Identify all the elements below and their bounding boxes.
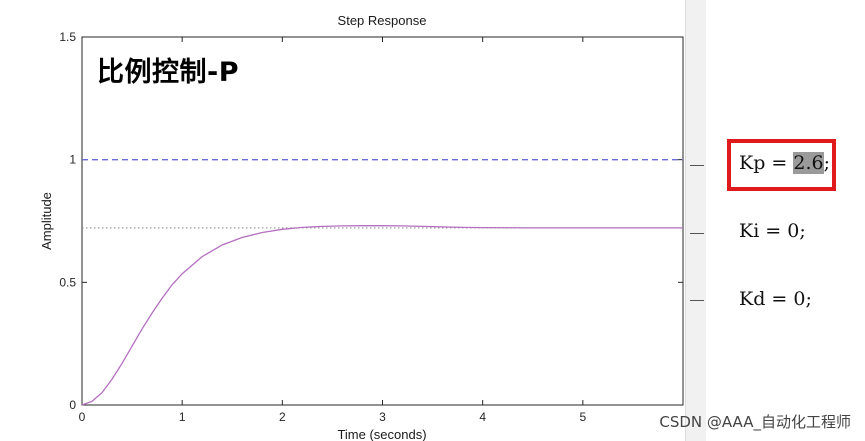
x-axis-label: Time (seconds) <box>337 427 426 441</box>
watermark: CSDN @AAA_自动化工程师 <box>659 413 851 431</box>
chart-title: Step Response <box>338 13 427 28</box>
overlay-title: 比例控制-P <box>97 57 239 88</box>
step-response-line <box>81 225 683 406</box>
kp-highlight-box <box>727 139 836 191</box>
x-tick-label: 3 <box>379 410 386 424</box>
y-tick-label: 1.5 <box>59 30 76 44</box>
y-tick-label: 0 <box>69 398 76 412</box>
step-response-plot: Step Response Time (seconds) Amplitude 0… <box>39 13 684 441</box>
plot-frame <box>81 36 684 406</box>
y-tick-label: 0.5 <box>59 275 76 289</box>
x-tick-label: 4 <box>479 410 486 424</box>
vertical-scrollbar[interactable] <box>685 0 707 441</box>
x-tick-label: 5 <box>579 410 586 424</box>
step-response-figure: Step Response Time (seconds) Amplitude 0… <box>39 13 684 441</box>
x-tick-label: 0 <box>79 410 86 424</box>
code-gutter-marker <box>690 165 704 166</box>
y-tick-label: 1 <box>69 153 76 167</box>
code-line-ki[interactable]: Ki = 0; <box>739 220 806 242</box>
kp-value-selection[interactable]: 2.6 <box>793 152 824 174</box>
code-gutter-marker <box>690 300 704 301</box>
code-line-kp[interactable]: Kp = 2.6; <box>739 152 830 174</box>
code-line-kd[interactable]: Kd = 0; <box>739 288 812 310</box>
y-axis-label: Amplitude <box>39 192 54 250</box>
x-tick-label: 2 <box>279 410 286 424</box>
code-editor-panel <box>706 0 865 441</box>
code-gutter-marker <box>690 233 704 234</box>
x-tick-label: 1 <box>179 410 186 424</box>
